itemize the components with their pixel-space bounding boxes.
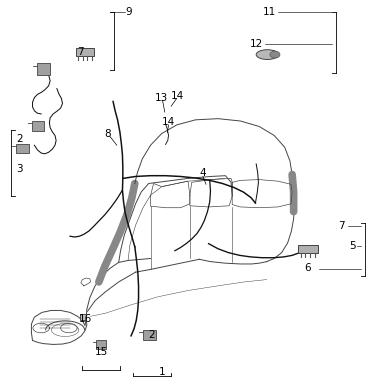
Bar [76,48,94,56]
Text: 9: 9 [126,7,132,16]
Text: 15: 15 [94,347,108,357]
Text: 4: 4 [200,168,206,178]
Bar [143,330,156,339]
Text: 13: 13 [155,93,168,103]
Text: 5: 5 [349,241,355,251]
Text: 7: 7 [338,221,345,231]
Text: 3: 3 [16,163,23,174]
Ellipse shape [270,51,280,58]
Text: 6: 6 [305,263,311,273]
Bar [32,121,44,131]
Text: 14: 14 [171,91,184,101]
Bar [96,340,106,349]
Bar [37,63,50,75]
Bar [298,245,318,252]
Text: 1: 1 [158,367,165,377]
Text: 12: 12 [250,40,263,49]
Text: 2: 2 [148,330,155,339]
Text: 2: 2 [16,134,23,144]
Bar [16,144,29,152]
Bar [80,314,86,320]
Text: 14: 14 [162,117,175,127]
Ellipse shape [256,50,279,60]
Text: 11: 11 [263,7,276,16]
Text: 7: 7 [77,47,84,57]
Text: 16: 16 [78,314,92,324]
Text: 8: 8 [104,129,111,139]
